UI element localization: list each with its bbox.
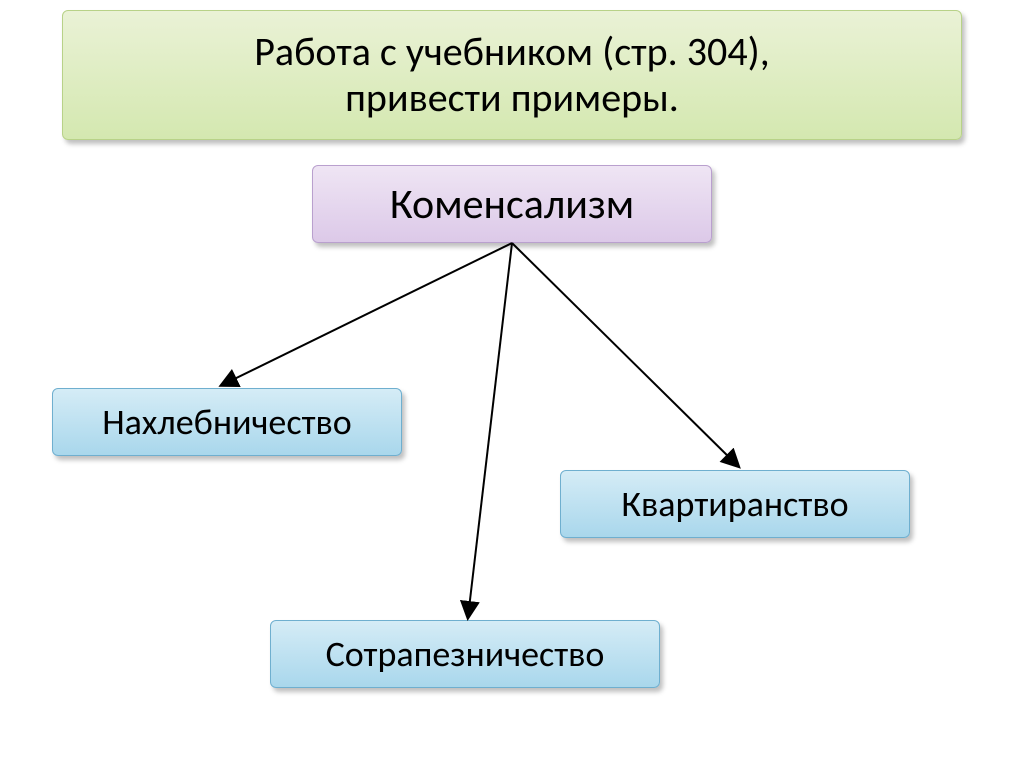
arrow-line	[512, 243, 738, 466]
child-node-kvartiranstvo: Квартиранство	[560, 470, 910, 538]
arrow-line	[468, 243, 512, 617]
title-box: Работа с учебником (стр. 304), привести …	[62, 10, 962, 140]
title-line1: Работа с учебником (стр. 304),	[254, 29, 769, 75]
root-label: Коменсализм	[390, 179, 634, 230]
child-node-sotrapeznichestvo: Сотрапезничество	[270, 620, 660, 688]
child-node-nakhlebnichestvo: Нахлебничество	[52, 388, 402, 456]
child-label: Нахлебничество	[102, 400, 352, 444]
child-label: Сотрапезничество	[326, 632, 605, 676]
child-label: Квартиранство	[621, 482, 848, 526]
arrow-line	[222, 243, 512, 385]
title-text: Работа с учебником (стр. 304), привести …	[254, 29, 769, 121]
title-line2: привести примеры.	[254, 75, 769, 121]
root-node: Коменсализм	[312, 165, 712, 243]
